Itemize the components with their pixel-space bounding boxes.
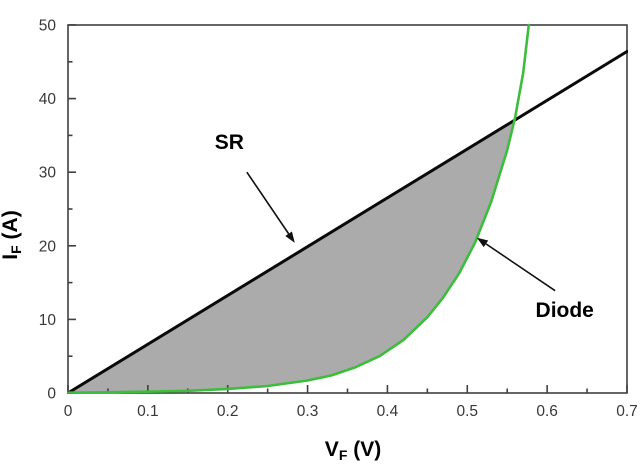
annotation-arrowhead: [285, 231, 295, 243]
y-tick-label: 20: [39, 238, 57, 255]
y-tick-label: 10: [39, 312, 57, 329]
x-axis-title: VF (V): [325, 438, 381, 463]
y-axis-title: IF (A): [0, 210, 24, 259]
annotation-sr: SR: [215, 131, 295, 243]
x-tick-label: 0.2: [217, 403, 239, 420]
annotation-label-sr: SR: [215, 131, 244, 154]
y-tick-label: 0: [47, 386, 56, 403]
annotation-arrowhead: [476, 237, 489, 248]
annotation-diode: Diode: [476, 237, 594, 322]
y-tick-label: 30: [39, 165, 57, 182]
annotation-label-diode: Diode: [536, 299, 594, 322]
x-tick-label: 0.7: [616, 403, 638, 420]
y-tick-label: 50: [39, 18, 57, 35]
x-tick-label: 0.6: [536, 403, 558, 420]
annotation-arrow-line: [485, 243, 556, 292]
tick-labels: 0 0.1 0.2 0.3 0.4 0.5 0.6 0.7 0 10 20 30 40 50: [39, 18, 638, 421]
x-tick-label: 0.5: [457, 403, 479, 420]
x-tick-label: 0: [64, 403, 73, 420]
y-tick-label: 40: [39, 91, 57, 108]
x-tick-label: 0.3: [297, 403, 319, 420]
diode-curve: [67, 23, 531, 394]
x-tick-label: 0.1: [137, 403, 159, 420]
series-group: [67, 23, 628, 394]
x-tick-label: 0.4: [377, 403, 399, 420]
annotation-arrow-line: [246, 171, 290, 235]
sr-line: [67, 49, 628, 394]
